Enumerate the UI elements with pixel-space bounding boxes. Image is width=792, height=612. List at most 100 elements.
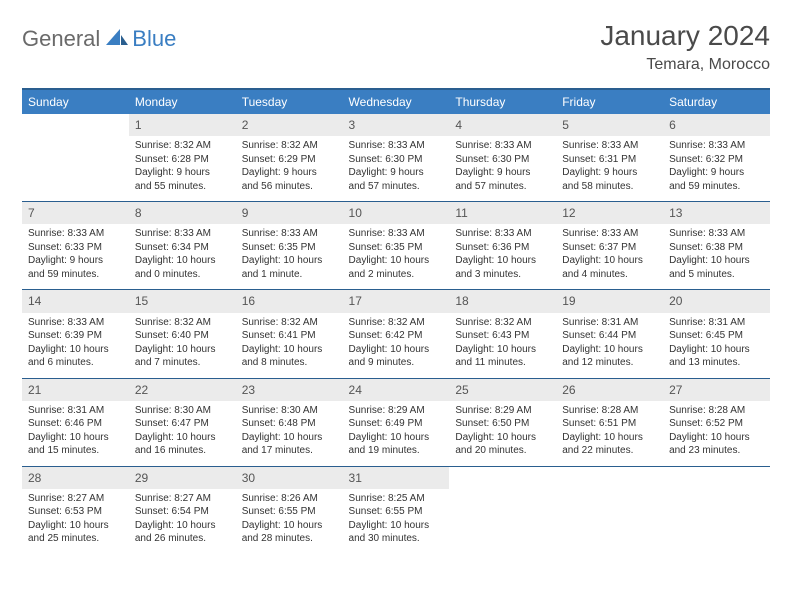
calendar-table: SundayMondayTuesdayWednesdayThursdayFrid… xyxy=(22,88,770,554)
day-content: Sunrise: 8:33 AMSunset: 6:30 PMDaylight:… xyxy=(343,136,450,201)
day-line: and 16 minutes. xyxy=(135,444,230,458)
calendar-day xyxy=(556,467,663,554)
calendar-day: 27Sunrise: 8:28 AMSunset: 6:52 PMDayligh… xyxy=(663,379,770,467)
day-content: Sunrise: 8:33 AMSunset: 6:33 PMDaylight:… xyxy=(22,224,129,289)
day-line: Sunrise: 8:33 AM xyxy=(669,227,764,241)
calendar-day: 18Sunrise: 8:32 AMSunset: 6:43 PMDayligh… xyxy=(449,290,556,378)
day-content: Sunrise: 8:27 AMSunset: 6:53 PMDaylight:… xyxy=(22,489,129,554)
day-number xyxy=(556,467,663,489)
logo-text-general: General xyxy=(22,26,100,52)
day-line: and 2 minutes. xyxy=(349,268,444,282)
day-number: 12 xyxy=(556,202,663,224)
calendar-day: 25Sunrise: 8:29 AMSunset: 6:50 PMDayligh… xyxy=(449,379,556,467)
day-line: Sunset: 6:55 PM xyxy=(242,505,337,519)
day-line: Sunrise: 8:29 AM xyxy=(349,404,444,418)
day-line: Sunrise: 8:33 AM xyxy=(135,227,230,241)
day-line: Daylight: 9 hours xyxy=(242,166,337,180)
day-content: Sunrise: 8:25 AMSunset: 6:55 PMDaylight:… xyxy=(343,489,450,554)
day-line: Daylight: 10 hours xyxy=(349,343,444,357)
day-line: Sunset: 6:55 PM xyxy=(349,505,444,519)
day-line: Sunrise: 8:30 AM xyxy=(242,404,337,418)
day-number: 19 xyxy=(556,290,663,312)
calendar-day: 3Sunrise: 8:33 AMSunset: 6:30 PMDaylight… xyxy=(343,114,450,202)
day-line: Sunset: 6:35 PM xyxy=(242,241,337,255)
day-number: 29 xyxy=(129,467,236,489)
day-line: Sunset: 6:40 PM xyxy=(135,329,230,343)
day-line: Sunset: 6:48 PM xyxy=(242,417,337,431)
day-number: 2 xyxy=(236,114,343,136)
day-line: and 59 minutes. xyxy=(669,180,764,194)
day-content: Sunrise: 8:33 AMSunset: 6:31 PMDaylight:… xyxy=(556,136,663,201)
day-line: Daylight: 10 hours xyxy=(242,431,337,445)
day-line: Sunrise: 8:32 AM xyxy=(135,139,230,153)
calendar-week: 28Sunrise: 8:27 AMSunset: 6:53 PMDayligh… xyxy=(22,467,770,554)
weekday-header: Wednesday xyxy=(343,89,450,114)
day-line: Sunset: 6:31 PM xyxy=(562,153,657,167)
calendar-day: 11Sunrise: 8:33 AMSunset: 6:36 PMDayligh… xyxy=(449,202,556,290)
day-line: Sunrise: 8:30 AM xyxy=(135,404,230,418)
day-content: Sunrise: 8:33 AMSunset: 6:34 PMDaylight:… xyxy=(129,224,236,289)
day-line: and 55 minutes. xyxy=(135,180,230,194)
day-content: Sunrise: 8:33 AMSunset: 6:32 PMDaylight:… xyxy=(663,136,770,201)
day-line: and 1 minute. xyxy=(242,268,337,282)
day-line: Daylight: 10 hours xyxy=(669,343,764,357)
day-line: Sunset: 6:51 PM xyxy=(562,417,657,431)
calendar-week: 14Sunrise: 8:33 AMSunset: 6:39 PMDayligh… xyxy=(22,290,770,378)
day-line: and 0 minutes. xyxy=(135,268,230,282)
day-line: Daylight: 10 hours xyxy=(455,431,550,445)
day-content: Sunrise: 8:31 AMSunset: 6:46 PMDaylight:… xyxy=(22,401,129,466)
day-number: 9 xyxy=(236,202,343,224)
day-line: Sunrise: 8:33 AM xyxy=(669,139,764,153)
day-line: Sunrise: 8:33 AM xyxy=(562,227,657,241)
day-number xyxy=(663,467,770,489)
day-number: 22 xyxy=(129,379,236,401)
calendar-week: 1Sunrise: 8:32 AMSunset: 6:28 PMDaylight… xyxy=(22,114,770,202)
day-number: 11 xyxy=(449,202,556,224)
day-line: Sunrise: 8:32 AM xyxy=(242,139,337,153)
day-number: 26 xyxy=(556,379,663,401)
day-line: Sunrise: 8:26 AM xyxy=(242,492,337,506)
day-content: Sunrise: 8:28 AMSunset: 6:51 PMDaylight:… xyxy=(556,401,663,466)
calendar-day: 14Sunrise: 8:33 AMSunset: 6:39 PMDayligh… xyxy=(22,290,129,378)
calendar-week: 7Sunrise: 8:33 AMSunset: 6:33 PMDaylight… xyxy=(22,202,770,290)
calendar-day: 8Sunrise: 8:33 AMSunset: 6:34 PMDaylight… xyxy=(129,202,236,290)
day-line: Sunrise: 8:32 AM xyxy=(349,316,444,330)
day-content: Sunrise: 8:32 AMSunset: 6:40 PMDaylight:… xyxy=(129,313,236,378)
day-line: Daylight: 10 hours xyxy=(242,519,337,533)
day-line: Sunset: 6:30 PM xyxy=(455,153,550,167)
day-number: 25 xyxy=(449,379,556,401)
day-line: and 6 minutes. xyxy=(28,356,123,370)
day-line: Daylight: 10 hours xyxy=(28,519,123,533)
day-line: and 7 minutes. xyxy=(135,356,230,370)
day-line: Sunset: 6:32 PM xyxy=(669,153,764,167)
day-content: Sunrise: 8:29 AMSunset: 6:49 PMDaylight:… xyxy=(343,401,450,466)
calendar-day: 9Sunrise: 8:33 AMSunset: 6:35 PMDaylight… xyxy=(236,202,343,290)
day-line: Sunrise: 8:33 AM xyxy=(455,139,550,153)
day-line: Sunset: 6:49 PM xyxy=(349,417,444,431)
calendar-week: 21Sunrise: 8:31 AMSunset: 6:46 PMDayligh… xyxy=(22,379,770,467)
location: Temara, Morocco xyxy=(600,56,770,74)
day-number: 21 xyxy=(22,379,129,401)
day-content: Sunrise: 8:32 AMSunset: 6:41 PMDaylight:… xyxy=(236,313,343,378)
day-line: Daylight: 10 hours xyxy=(28,431,123,445)
day-number: 8 xyxy=(129,202,236,224)
day-line: and 20 minutes. xyxy=(455,444,550,458)
day-line: Sunset: 6:52 PM xyxy=(669,417,764,431)
day-content xyxy=(663,489,770,500)
calendar-day: 15Sunrise: 8:32 AMSunset: 6:40 PMDayligh… xyxy=(129,290,236,378)
day-line: Sunrise: 8:31 AM xyxy=(669,316,764,330)
day-content xyxy=(22,136,129,147)
day-line: Daylight: 9 hours xyxy=(349,166,444,180)
day-line: Sunset: 6:30 PM xyxy=(349,153,444,167)
day-line: and 56 minutes. xyxy=(242,180,337,194)
month-title: January 2024 xyxy=(600,20,770,52)
day-number xyxy=(22,114,129,136)
day-number: 20 xyxy=(663,290,770,312)
day-line: and 9 minutes. xyxy=(349,356,444,370)
day-number xyxy=(449,467,556,489)
day-line: Sunset: 6:39 PM xyxy=(28,329,123,343)
calendar-day: 19Sunrise: 8:31 AMSunset: 6:44 PMDayligh… xyxy=(556,290,663,378)
day-line: Sunset: 6:47 PM xyxy=(135,417,230,431)
calendar-day: 20Sunrise: 8:31 AMSunset: 6:45 PMDayligh… xyxy=(663,290,770,378)
day-content: Sunrise: 8:32 AMSunset: 6:43 PMDaylight:… xyxy=(449,313,556,378)
